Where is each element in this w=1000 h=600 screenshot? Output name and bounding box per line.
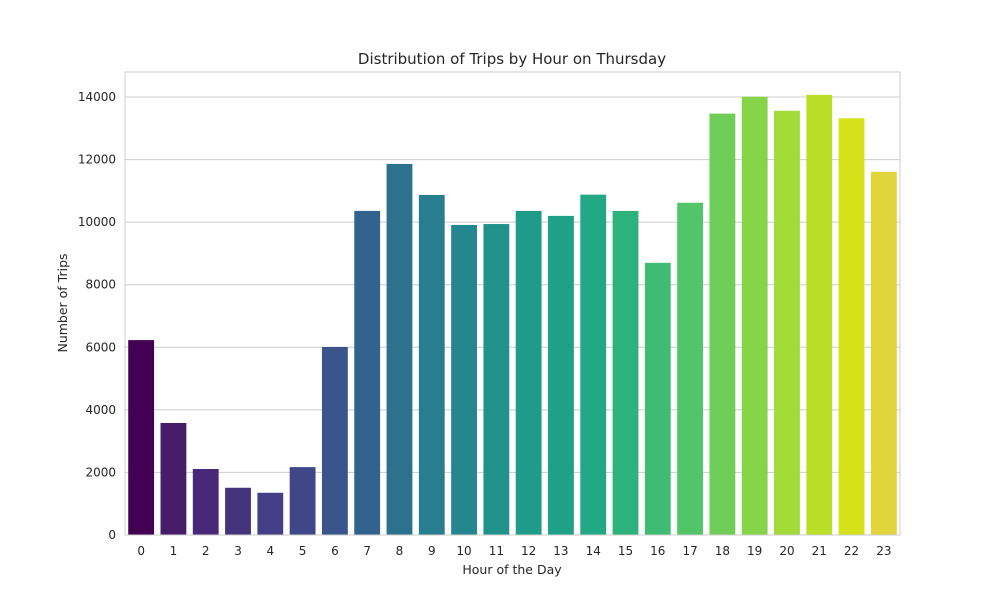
chart-title: Distribution of Trips by Hour on Thursda… — [358, 50, 666, 68]
x-tick-label: 13 — [553, 544, 568, 558]
bar-hour-23 — [870, 171, 897, 535]
bar-hour-16 — [644, 262, 671, 535]
y-tick-label: 2000 — [85, 465, 116, 479]
bar-hour-8 — [386, 163, 413, 536]
bar-hour-4 — [257, 492, 284, 535]
x-tick-label: 19 — [747, 544, 762, 558]
grid-lines — [125, 96, 900, 536]
bar-hour-17 — [677, 202, 704, 535]
x-tick-label: 14 — [586, 544, 601, 558]
x-tick-label: 15 — [618, 544, 633, 558]
bar-hour-10 — [451, 224, 477, 535]
bar-hour-21 — [806, 94, 833, 536]
plot-frame — [124, 71, 901, 536]
bar-hour-6 — [321, 346, 348, 535]
bar-hour-15 — [612, 210, 639, 535]
x-tick-label: 1 — [170, 544, 178, 558]
y-tick-label: 10000 — [78, 215, 116, 229]
x-tick-label: 16 — [650, 544, 665, 558]
y-tick-label: 12000 — [78, 153, 116, 167]
bar-hour-2 — [192, 468, 219, 535]
y-tick-label: 14000 — [78, 90, 116, 104]
y-tick-label: 0 — [108, 528, 116, 542]
x-tick-label: 17 — [682, 544, 697, 558]
x-tick-label: 9 — [428, 544, 436, 558]
x-tick-label: 18 — [715, 544, 730, 558]
x-tick-label: 12 — [521, 544, 536, 558]
bar-hour-22 — [838, 118, 865, 536]
x-axis-ticks: 0 1 2 3 4 5 6 7 8 9 10 11 12 13 14 15 16 17 18 19 20 21 22 23 — [137, 544, 891, 558]
y-axis-label: Number of Trips — [55, 253, 70, 352]
y-tick-label: 6000 — [85, 340, 116, 354]
x-tick-label: 6 — [331, 544, 339, 558]
x-tick-label: 23 — [876, 544, 891, 558]
bar-hour-13 — [548, 215, 574, 536]
bar-hour-1 — [160, 423, 187, 535]
x-tick-label: 8 — [396, 544, 404, 558]
bar-hour-3 — [225, 487, 251, 535]
x-tick-label: 20 — [779, 544, 794, 558]
bar-hour-12 — [515, 210, 542, 535]
y-tick-label: 8000 — [85, 278, 116, 292]
x-tick-label: 21 — [812, 544, 827, 558]
x-tick-label: 2 — [202, 544, 210, 558]
x-axis-label: Hour of the Day — [462, 562, 562, 577]
bar-hour-20 — [774, 110, 800, 535]
bar-hour-9 — [418, 194, 445, 536]
y-tick-label: 4000 — [85, 403, 116, 417]
bar-hour-5 — [289, 467, 316, 535]
x-tick-label: 7 — [363, 544, 371, 558]
x-tick-label: 3 — [234, 544, 242, 558]
y-axis-ticks: 0 2000 4000 6000 8000 10000 12000 14000 — [78, 90, 116, 542]
bar-hour-7 — [354, 210, 381, 535]
bar-hour-0 — [128, 340, 155, 535]
bars — [128, 94, 897, 536]
bar-hour-18 — [709, 113, 736, 536]
x-tick-label: 4 — [266, 544, 274, 558]
x-tick-label: 10 — [456, 544, 471, 558]
bar-hour-11 — [483, 224, 510, 535]
x-tick-label: 11 — [489, 544, 504, 558]
bar-hour-14 — [580, 194, 607, 535]
x-tick-label: 22 — [844, 544, 859, 558]
x-tick-label: 5 — [299, 544, 307, 558]
x-tick-label: 0 — [137, 544, 145, 558]
bar-hour-19 — [741, 96, 768, 536]
